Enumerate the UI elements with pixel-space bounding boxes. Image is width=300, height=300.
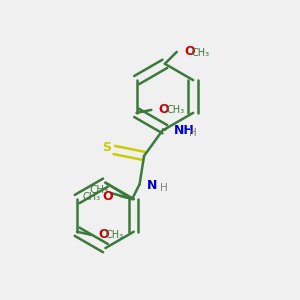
Text: CH₃: CH₃ (105, 230, 124, 240)
Text: CH₃: CH₃ (192, 47, 210, 58)
Text: H: H (160, 183, 168, 193)
Text: N: N (147, 179, 158, 192)
Text: O: O (98, 228, 109, 241)
Text: O: O (102, 190, 113, 202)
Text: CH₃: CH₃ (89, 185, 108, 195)
Text: NH: NH (174, 124, 194, 137)
Text: H: H (189, 128, 196, 138)
Text: S: S (102, 140, 111, 154)
Text: CH₃: CH₃ (83, 192, 101, 202)
Text: CH₃: CH₃ (166, 106, 184, 116)
Text: O: O (159, 103, 170, 116)
Text: O: O (184, 45, 195, 58)
